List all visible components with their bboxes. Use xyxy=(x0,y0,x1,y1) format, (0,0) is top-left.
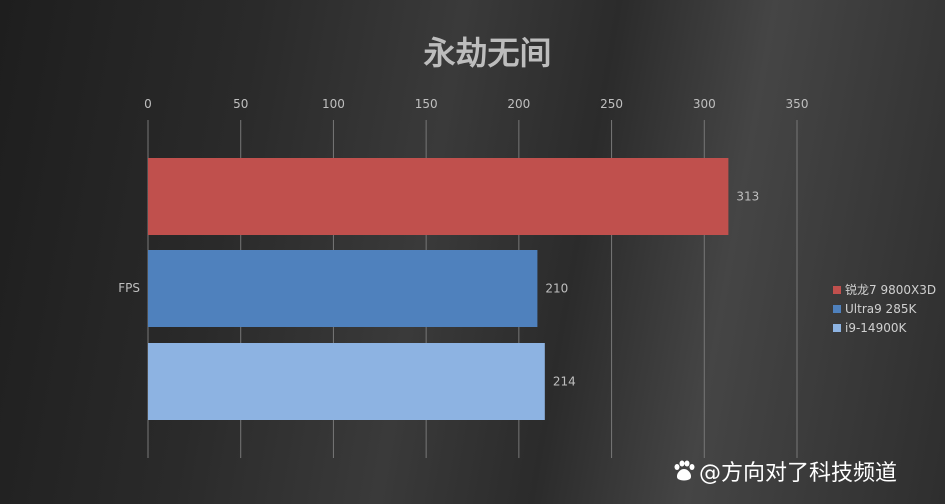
data-label: 313 xyxy=(736,190,759,204)
legend-label: 锐龙7 9800X3D xyxy=(845,283,937,297)
legend-swatch xyxy=(833,286,841,294)
legend-swatch xyxy=(833,305,841,313)
data-label: 214 xyxy=(553,375,576,389)
bar xyxy=(148,343,545,420)
legend-label: Ultra9 285K xyxy=(845,302,917,316)
x-tick-label: 250 xyxy=(600,97,623,111)
x-tick-label: 150 xyxy=(415,97,438,111)
chart-title: 永劫无间 xyxy=(423,34,552,72)
x-tick-label: 50 xyxy=(233,97,248,111)
watermark: @方向对了科技频道 xyxy=(672,455,897,487)
legend-swatch xyxy=(833,324,841,332)
x-tick-label: 200 xyxy=(507,97,530,111)
legend-item: i9-14900K xyxy=(833,319,936,338)
bar xyxy=(148,250,538,327)
data-label: 210 xyxy=(545,282,568,296)
x-tick-label: 0 xyxy=(144,97,152,111)
bar xyxy=(148,158,729,235)
legend: 锐龙7 9800X3D Ultra9 285K i9-14900K xyxy=(833,281,936,338)
x-tick-label: 300 xyxy=(693,97,716,111)
x-tick-label: 350 xyxy=(786,97,809,111)
legend-item: 锐龙7 9800X3D xyxy=(833,281,936,300)
category-label: FPS xyxy=(118,281,140,295)
x-tick-label: 100 xyxy=(322,97,345,111)
watermark-text: @方向对了科技频道 xyxy=(699,461,898,486)
legend-item: Ultra9 285K xyxy=(833,300,936,319)
baidu-paw-icon xyxy=(674,460,695,481)
legend-label: i9-14900K xyxy=(845,321,907,335)
